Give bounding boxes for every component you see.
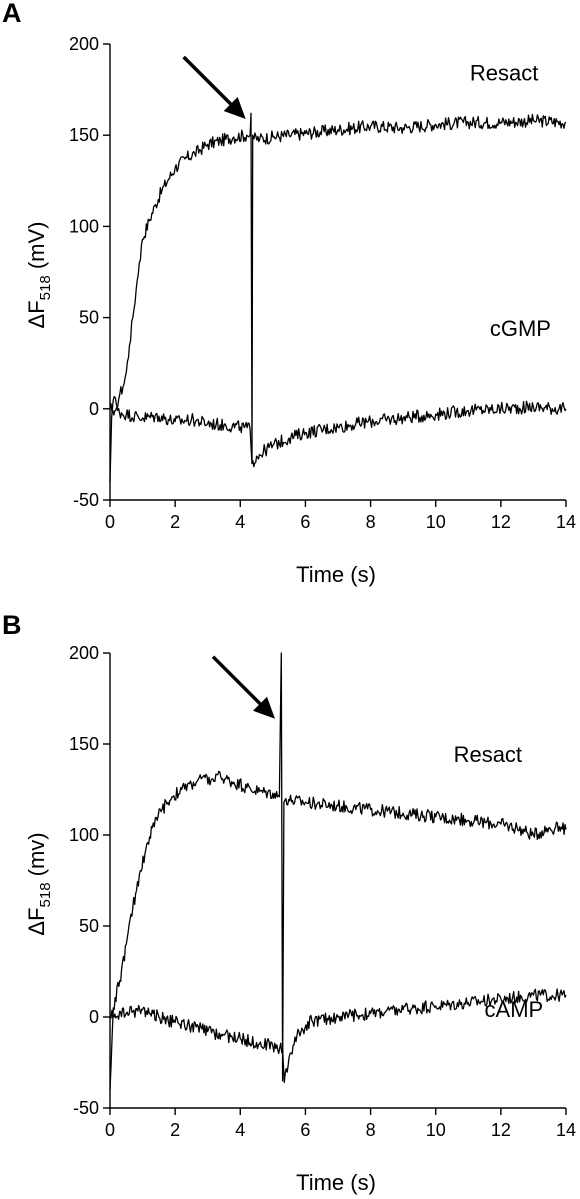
y-tick-label-b: 100	[69, 825, 99, 845]
series-label-cgmp-a: cGMP	[490, 316, 551, 341]
x-tick-label-a: 14	[556, 512, 576, 532]
y-axis-title-b: ΔF518 (mv)	[24, 832, 54, 935]
arrow-shaft-b	[211, 655, 265, 708]
y-axis-title-main-a: ΔF	[24, 300, 49, 328]
y-axis-title-a: ΔF518 (mV)	[24, 222, 54, 329]
y-tick-label-a: 150	[69, 125, 99, 145]
y-tick-label-b: 0	[89, 1007, 99, 1027]
arrow-head-b	[253, 696, 275, 719]
x-tick-label-b: 4	[235, 1120, 245, 1140]
arrow-head-a	[223, 96, 246, 119]
x-axis-title-b: Time (s)	[296, 1170, 376, 1195]
x-tick-label-b: 6	[300, 1120, 310, 1140]
arrow-annotation-b	[211, 655, 275, 719]
trace-camp-b	[109, 988, 567, 1084]
x-tick-label-b: 12	[491, 1120, 511, 1140]
x-tick-label-a: 4	[235, 512, 245, 532]
y-tick-label-b: -50	[73, 1098, 99, 1118]
x-tick-label-a: 8	[366, 512, 376, 532]
y-axis-title-unit-b: (mv)	[24, 832, 49, 882]
x-tick-label-a: 0	[105, 512, 115, 532]
trace-resact-a	[109, 112, 567, 482]
y-tick-label-b: 150	[69, 734, 99, 754]
x-tick-label-b: 14	[556, 1120, 576, 1140]
x-tick-label-a: 2	[170, 512, 180, 532]
y-tick-label-b: 50	[79, 916, 99, 936]
arrow-annotation-a	[182, 55, 246, 119]
x-tick-label-a: 6	[300, 512, 310, 532]
y-tick-label-a: 50	[79, 308, 99, 328]
x-tick-label-b: 2	[170, 1120, 180, 1140]
series-label-resact-a: Resact	[470, 60, 538, 85]
series-label-camp-b: cAMP	[485, 997, 544, 1022]
arrow-shaft-a	[182, 55, 235, 109]
y-tick-label-a: 100	[69, 216, 99, 236]
y-axis-title-sub-a: 518	[37, 275, 54, 300]
y-axis-title-unit-a: (mV)	[24, 222, 49, 276]
y-tick-label-a: -50	[73, 490, 99, 510]
trace-cgmp-a	[109, 400, 567, 468]
trace-resact-b	[109, 652, 567, 1090]
x-tick-label-a: 12	[491, 512, 511, 532]
y-tick-label-a: 200	[69, 34, 99, 54]
y-tick-label-b: 200	[69, 643, 99, 663]
x-tick-label-b: 0	[105, 1120, 115, 1140]
y-axis-title-main-b: ΔF	[24, 907, 49, 935]
x-tick-label-b: 10	[426, 1120, 446, 1140]
x-tick-label-a: 10	[426, 512, 446, 532]
series-label-resact-b: Resact	[454, 742, 522, 767]
x-tick-label-b: 8	[366, 1120, 376, 1140]
y-axis-title-sub-b: 518	[37, 882, 54, 907]
y-tick-label-a: 0	[89, 399, 99, 419]
x-axis-title-a: Time (s)	[296, 562, 376, 587]
panel-letter-a: A	[2, 0, 22, 28]
panel-letter-b: B	[2, 610, 22, 640]
